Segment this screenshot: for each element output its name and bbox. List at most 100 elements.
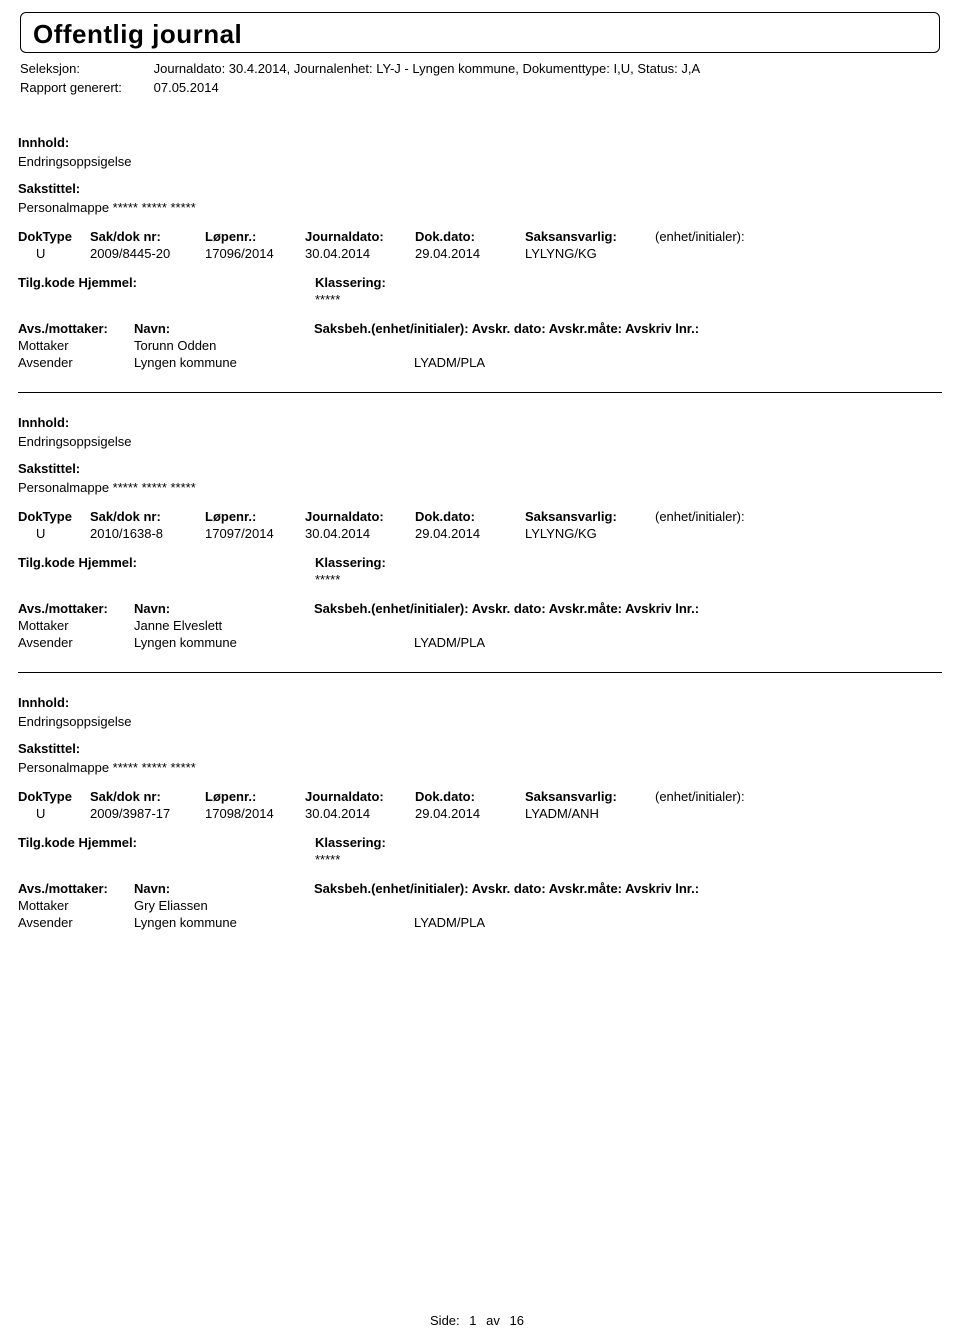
mottaker-name: Torunn Odden	[134, 338, 414, 353]
row-headers: DokType Sak/dok nr: Løpenr.: Journaldato…	[18, 229, 942, 244]
sakstittel-label: Sakstittel:	[18, 461, 942, 476]
navn-label: Navn:	[134, 321, 314, 336]
sakdok-value: 2010/1638-8	[90, 526, 205, 541]
saksansvarlig-header: Saksansvarlig:	[525, 229, 655, 244]
doktype-header: DokType	[18, 509, 90, 524]
mottaker-row: Mottaker Gry Eliassen	[18, 898, 942, 913]
innhold-label: Innhold:	[18, 415, 942, 430]
selection-line: Seleksjon: Journaldato: 30.4.2014, Journ…	[20, 61, 940, 76]
avsender-name: Lyngen kommune	[134, 915, 414, 930]
selection-label: Seleksjon:	[20, 61, 150, 76]
sakdok-value: 2009/3987-17	[90, 806, 205, 821]
klassering-label: Klassering:	[315, 555, 942, 570]
tilg-row: Tilg.kode Hjemmel: Klassering: *****	[18, 555, 942, 587]
doktype-value: U	[18, 526, 90, 541]
footer-av: av	[486, 1313, 500, 1328]
journal-entry: Innhold: Endringsoppsigelse Sakstittel: …	[18, 673, 942, 952]
sakdok-header: Sak/dok nr:	[90, 789, 205, 804]
tilgkode-hjemmel-label: Tilg.kode Hjemmel:	[18, 555, 315, 587]
klassering-label: Klassering:	[315, 275, 942, 290]
innhold-text: Endringsoppsigelse	[18, 714, 942, 729]
avs-header-row: Avs./mottaker: Navn: Saksbeh.(enhet/init…	[18, 601, 942, 616]
tilg-row: Tilg.kode Hjemmel: Klassering: *****	[18, 835, 942, 867]
innhold-text: Endringsoppsigelse	[18, 434, 942, 449]
sakdok-value: 2009/8445-20	[90, 246, 205, 261]
avsmottaker-label: Avs./mottaker:	[18, 601, 134, 616]
sakstittel-text: Personalmappe ***** ***** *****	[18, 760, 942, 775]
report-value: 07.05.2014	[154, 80, 219, 95]
report-line: Rapport generert: 07.05.2014	[20, 80, 940, 95]
innhold-text: Endringsoppsigelse	[18, 154, 942, 169]
mottaker-role: Mottaker	[18, 338, 134, 353]
hjemmel-label: Hjemmel:	[78, 555, 137, 570]
avsender-row: Avsender Lyngen kommune LYADM/PLA	[18, 355, 942, 370]
klassering-value: *****	[315, 572, 942, 587]
mottaker-name: Janne Elveslett	[134, 618, 414, 633]
lopenr-header: Løpenr.:	[205, 789, 305, 804]
sakstittel-label: Sakstittel:	[18, 741, 942, 756]
avsender-row: Avsender Lyngen kommune LYADM/PLA	[18, 635, 942, 650]
mottaker-role: Mottaker	[18, 898, 134, 913]
hjemmel-label: Hjemmel:	[78, 835, 137, 850]
lopenr-value: 17097/2014	[205, 526, 305, 541]
dokdato-header: Dok.dato:	[415, 789, 525, 804]
tilgkode-label: Tilg.kode	[18, 275, 75, 290]
avsmottaker-label: Avs./mottaker:	[18, 321, 134, 336]
page-footer: Side: 1 av 16	[0, 1313, 960, 1328]
enhet-header: (enhet/initialer):	[655, 789, 785, 804]
page-title: Offentlig journal	[33, 19, 927, 50]
mottaker-row: Mottaker Janne Elveslett	[18, 618, 942, 633]
dokdato-header: Dok.dato:	[415, 229, 525, 244]
footer-page-current: 1	[469, 1313, 476, 1328]
saksbeh-label: Saksbeh.(enhet/initialer): Avskr. dato: …	[314, 881, 699, 896]
mottaker-name: Gry Eliassen	[134, 898, 414, 913]
lopenr-header: Løpenr.:	[205, 229, 305, 244]
journaldato-header: Journaldato:	[305, 229, 415, 244]
doktype-value: U	[18, 806, 90, 821]
avsender-code: LYADM/PLA	[414, 355, 485, 370]
row-values: U 2009/3987-17 17098/2014 30.04.2014 29.…	[18, 806, 942, 821]
report-label: Rapport generert:	[20, 80, 150, 95]
enhet-header: (enhet/initialer):	[655, 229, 785, 244]
avsender-role: Avsender	[18, 355, 134, 370]
navn-label: Navn:	[134, 881, 314, 896]
sakstittel-text: Personalmappe ***** ***** *****	[18, 200, 942, 215]
row-headers: DokType Sak/dok nr: Løpenr.: Journaldato…	[18, 789, 942, 804]
avs-header-row: Avs./mottaker: Navn: Saksbeh.(enhet/init…	[18, 321, 942, 336]
dokdato-value: 29.04.2014	[415, 246, 525, 261]
journal-entry: Innhold: Endringsoppsigelse Sakstittel: …	[18, 113, 942, 392]
tilgkode-label: Tilg.kode	[18, 555, 75, 570]
dokdato-value: 29.04.2014	[415, 526, 525, 541]
enhet-header: (enhet/initialer):	[655, 509, 785, 524]
klassering-value: *****	[315, 852, 942, 867]
header-box: Offentlig journal	[20, 12, 940, 53]
sakstittel-label: Sakstittel:	[18, 181, 942, 196]
row-headers: DokType Sak/dok nr: Løpenr.: Journaldato…	[18, 509, 942, 524]
avsender-code: LYADM/PLA	[414, 635, 485, 650]
saksbeh-label: Saksbeh.(enhet/initialer): Avskr. dato: …	[314, 601, 699, 616]
innhold-label: Innhold:	[18, 695, 942, 710]
avsender-role: Avsender	[18, 915, 134, 930]
row-values: U 2009/8445-20 17096/2014 30.04.2014 29.…	[18, 246, 942, 261]
avsmottaker-label: Avs./mottaker:	[18, 881, 134, 896]
tilgkode-label: Tilg.kode	[18, 835, 75, 850]
navn-label: Navn:	[134, 601, 314, 616]
klassering-column: Klassering: *****	[315, 275, 942, 307]
footer-page-total: 16	[510, 1313, 524, 1328]
lopenr-value: 17096/2014	[205, 246, 305, 261]
journaldato-header: Journaldato:	[305, 789, 415, 804]
klassering-column: Klassering: *****	[315, 555, 942, 587]
saksansvarlig-header: Saksansvarlig:	[525, 789, 655, 804]
row-values: U 2010/1638-8 17097/2014 30.04.2014 29.0…	[18, 526, 942, 541]
klassering-column: Klassering: *****	[315, 835, 942, 867]
doktype-header: DokType	[18, 229, 90, 244]
journaldato-value: 30.04.2014	[305, 806, 415, 821]
lopenr-value: 17098/2014	[205, 806, 305, 821]
footer-side-label: Side:	[430, 1313, 460, 1328]
avsender-row: Avsender Lyngen kommune LYADM/PLA	[18, 915, 942, 930]
saksansvarlig-header: Saksansvarlig:	[525, 509, 655, 524]
innhold-label: Innhold:	[18, 135, 942, 150]
mottaker-role: Mottaker	[18, 618, 134, 633]
avsender-role: Avsender	[18, 635, 134, 650]
saksansvarlig-value: LYLYNG/KG	[525, 246, 655, 261]
